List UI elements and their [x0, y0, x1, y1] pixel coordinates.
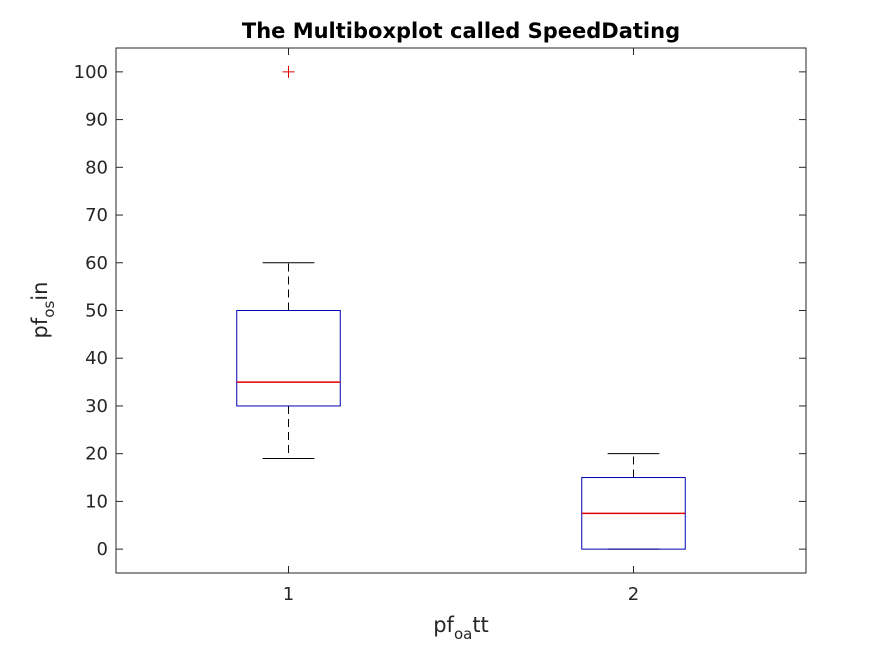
y-axis: 0 10 20 30 40 50 60 70 80 90 100 — [74, 62, 806, 560]
outlier-marker — [282, 65, 295, 78]
y-tick-label: 90 — [85, 110, 108, 131]
y-axis-label-base: pf — [28, 317, 52, 338]
box-iqr — [236, 310, 341, 407]
x-axis-label: pfoatt — [433, 613, 489, 643]
x-axis-label-sub: oa — [454, 625, 472, 643]
y-axis-label: pfosin — [28, 282, 58, 339]
y-tick-label: 10 — [85, 491, 108, 512]
y-tick-label: 80 — [85, 157, 108, 178]
plot-area — [115, 47, 807, 574]
y-tick-label: 20 — [85, 444, 108, 465]
y-tick-label: 60 — [85, 253, 108, 274]
x-tick-label: 1 — [283, 584, 294, 605]
chart-title: The Multiboxplot called SpeedDating — [242, 19, 680, 43]
y-tick-label: 50 — [85, 301, 108, 322]
box-series — [236, 65, 686, 550]
y-tick-label: 30 — [85, 396, 108, 417]
y-tick-label: 0 — [97, 539, 108, 560]
y-axis-label-rest: in — [28, 282, 52, 301]
y-axis-label-sub: os — [40, 301, 58, 318]
box-1 — [236, 65, 341, 459]
y-tick-label: 40 — [85, 348, 108, 369]
x-tick-label: 2 — [628, 584, 639, 605]
y-tick-label: 100 — [74, 62, 108, 83]
y-tick-label: 70 — [85, 205, 108, 226]
box-2 — [581, 453, 686, 550]
x-axis-label-base: pf — [433, 613, 454, 637]
x-axis-label-rest: tt — [472, 613, 488, 637]
